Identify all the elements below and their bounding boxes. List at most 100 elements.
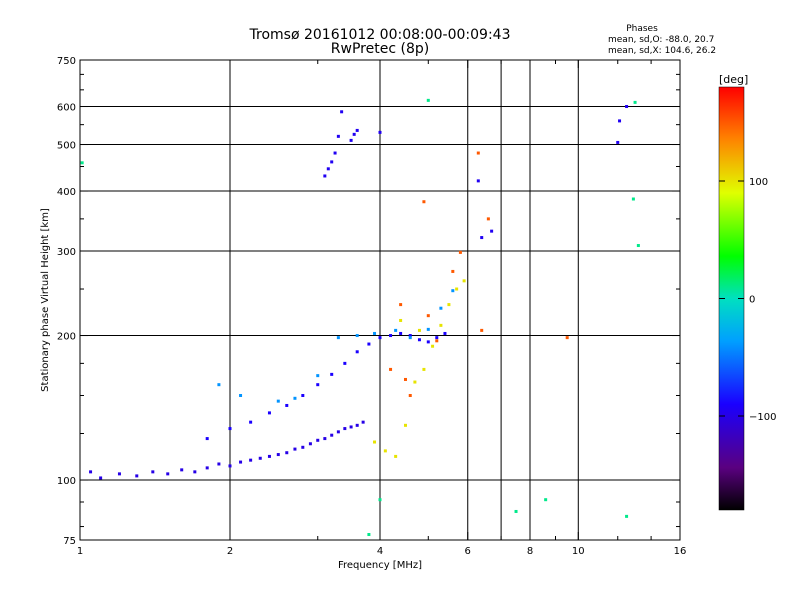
chart-title: Tromsø 20161012 00:08:00-00:09:43	[249, 27, 511, 43]
data-point	[422, 367, 426, 371]
data-point	[435, 339, 439, 343]
data-point	[135, 474, 139, 478]
data-point	[293, 396, 297, 400]
data-point	[383, 449, 387, 453]
data-point	[285, 403, 289, 407]
data-point	[333, 151, 337, 155]
data-point	[249, 420, 253, 424]
data-point	[373, 331, 377, 335]
y-tick-label: 100	[57, 476, 76, 487]
data-point	[193, 470, 197, 474]
x-tick-label: 2	[227, 546, 233, 557]
data-point	[205, 466, 209, 470]
data-point	[422, 200, 426, 204]
data-point	[326, 167, 330, 171]
data-point	[367, 533, 371, 537]
data-point	[633, 100, 637, 104]
data-point	[166, 472, 170, 476]
data-point	[336, 430, 340, 434]
data-point	[217, 462, 221, 466]
stats-line-o: mean, sd,O: -88.0, 20.7	[608, 35, 714, 45]
gridlines	[80, 60, 680, 540]
data-point	[258, 456, 262, 460]
data-point	[476, 179, 480, 183]
data-point	[336, 134, 340, 138]
data-point	[228, 464, 232, 468]
data-point	[378, 130, 382, 134]
data-point	[480, 328, 484, 332]
data-point	[340, 110, 344, 114]
data-point	[330, 372, 334, 376]
data-point	[361, 420, 365, 424]
data-point	[451, 269, 455, 273]
data-point	[316, 374, 320, 378]
y-axis-label: Stationary phase Virtual Height [km]	[40, 208, 51, 392]
data-point	[476, 151, 480, 155]
axis-ticks: 1 2 4 6 8 10 16 75 100 200 300 400 500 600 750	[57, 56, 686, 557]
x-tick-label: 8	[527, 546, 533, 557]
data-point	[455, 287, 459, 291]
data-point	[616, 140, 620, 144]
data-point	[417, 328, 421, 332]
x-tick-label: 1	[77, 546, 83, 557]
colorbar-tick-label: 100	[749, 177, 768, 188]
data-point	[267, 454, 271, 458]
data-point	[399, 303, 403, 307]
data-point	[435, 336, 439, 340]
data-point	[490, 229, 494, 233]
data-point	[431, 344, 435, 348]
data-point	[89, 470, 93, 474]
data-point	[439, 306, 443, 310]
data-point	[426, 98, 430, 102]
x-tick-label: 4	[377, 546, 383, 557]
data-point	[458, 250, 462, 254]
y-tick-label: 300	[57, 247, 76, 258]
data-point	[217, 383, 221, 387]
data-point	[330, 433, 334, 437]
data-point	[403, 423, 407, 427]
data-point	[349, 138, 353, 142]
data-point	[276, 453, 280, 457]
data-point	[408, 336, 412, 340]
data-point	[426, 327, 430, 331]
stats-line-x: mean, sd,X: 104.6, 26.2	[608, 46, 716, 56]
data-point	[355, 334, 359, 338]
data-point	[293, 447, 297, 451]
data-point	[80, 161, 84, 165]
data-point	[399, 318, 403, 322]
data-point	[426, 314, 430, 318]
data-point	[514, 509, 518, 513]
data-point	[239, 394, 243, 398]
chart-subtitle: RwPretec (8p)	[331, 41, 429, 57]
colorbar-tick-label: 0	[749, 295, 755, 306]
data-point	[413, 380, 417, 384]
data-point	[343, 361, 347, 365]
colorbar-ticks: 100 0 −100	[719, 177, 776, 423]
data-point	[301, 394, 305, 398]
data-point	[389, 367, 393, 371]
data-point	[267, 411, 271, 415]
data-point	[625, 514, 629, 518]
data-point	[301, 445, 305, 449]
data-point	[205, 437, 209, 441]
data-point	[378, 498, 382, 502]
data-point	[336, 336, 340, 340]
x-axis-label: Frequency [MHz]	[338, 560, 422, 571]
data-point	[249, 458, 253, 462]
data-point	[447, 303, 451, 307]
data-point	[151, 470, 155, 474]
y-tick-label: 400	[57, 187, 76, 198]
data-point	[180, 468, 184, 472]
data-point	[631, 197, 635, 201]
y-tick-label: 200	[57, 332, 76, 343]
data-point	[443, 331, 447, 335]
data-point	[426, 340, 430, 344]
data-point	[408, 394, 412, 398]
data-point	[323, 174, 327, 178]
data-point	[316, 383, 320, 387]
data-point	[308, 442, 312, 446]
data-point	[480, 236, 484, 240]
data-point	[323, 437, 327, 441]
y-tick-label: 75	[63, 536, 76, 547]
